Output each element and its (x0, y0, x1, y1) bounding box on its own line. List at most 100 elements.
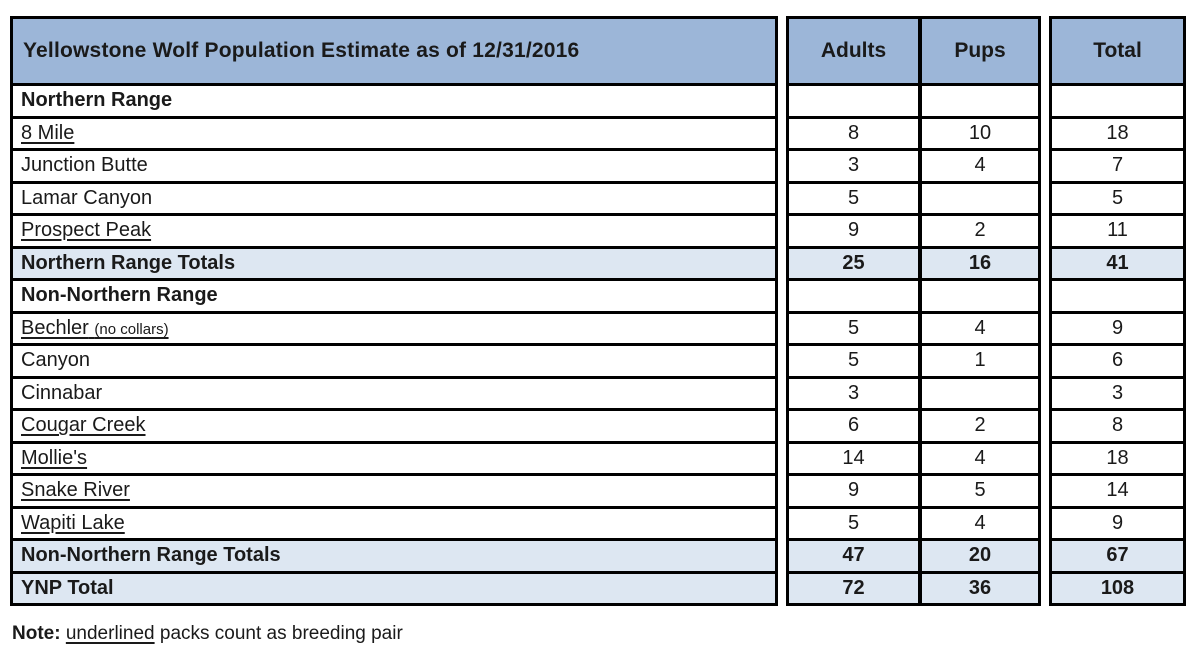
pups-cell (922, 379, 1038, 409)
pack-label-cell: Prospect Peak (13, 213, 775, 246)
adults-cell (789, 86, 922, 116)
total-cell: 3 (1052, 375, 1183, 409)
note-label: Note: (12, 623, 61, 644)
pups-cell (922, 281, 1038, 311)
pack-label-cell: Cinnabar (13, 375, 775, 409)
pups-cell: 4 (974, 446, 986, 469)
adults-cell: 9 (789, 216, 922, 246)
row-values: 3 (789, 375, 1038, 409)
adults-cell: 6 (789, 411, 922, 441)
section-label-cell: Northern Range (13, 83, 775, 116)
total-cell: 18 (1052, 115, 1183, 149)
adults-cell: 8 (789, 118, 922, 148)
total-cell: 9 (1052, 310, 1183, 344)
pups-cell (922, 86, 1038, 116)
pack-name: Mollie's (21, 446, 88, 469)
note-text: packs count as breeding pair (159, 623, 403, 644)
pups-cell: 2 (974, 219, 986, 242)
total-column-header: Total (1052, 19, 1183, 83)
pack-name: Wapiti Lake (21, 511, 125, 534)
adults-pups-header-row: Adults Pups (789, 19, 1038, 83)
pack-label-cell: Junction Butte (13, 148, 775, 181)
pups-cell: 4 (974, 154, 986, 177)
pack-label-cell: Lamar Canyon (13, 180, 775, 214)
pack-name: Cougar Creek (21, 414, 146, 437)
pack-name-column: Yellowstone Wolf Population Estimate as … (10, 16, 778, 606)
pups-cell (922, 184, 1038, 214)
row-values: 72 36 (789, 570, 1038, 603)
section-label-cell: Non-Northern Range (13, 278, 775, 311)
pups-cell: 2 (974, 414, 986, 437)
pack-label-cell: Cougar Creek (13, 408, 775, 441)
adults-cell: 9 (789, 476, 922, 506)
pups-cell: 36 (968, 576, 992, 599)
adults-cell: 5 (789, 346, 922, 376)
adults-cell (789, 281, 922, 311)
total-column: Total 18 7 5 11 41 9 6 3 8 18 14 9 67 108 (1049, 16, 1186, 606)
total-cell: 67 (1052, 538, 1183, 571)
adults-cell: 3 (789, 378, 922, 408)
pack-label-cell: 8 Mile (13, 115, 775, 149)
totals-label-cell: Non-Northern Range Totals (13, 538, 775, 571)
pups-cell: 4 (974, 316, 986, 339)
pups-cell: 5 (974, 479, 986, 502)
pack-label-cell: Canyon (13, 343, 775, 376)
adults-cell: 72 (789, 573, 922, 603)
pack-label-cell: Mollie's (13, 440, 775, 474)
adults-cell: 3 (789, 151, 922, 181)
pups-cell: 10 (968, 121, 992, 144)
adults-pups-column-block: Adults Pups 8 10 3 4 5 9 2 25 16 5 4 5 1 3 6 2 14 4 9 5 5 4 47… (786, 16, 1041, 606)
total-cell: 5 (1052, 180, 1183, 214)
row-values: 25 16 (789, 245, 1038, 278)
pups-cell: 20 (968, 544, 992, 567)
total-cell: 9 (1052, 505, 1183, 539)
total-column-body: 18 7 5 11 41 9 6 3 8 18 14 9 67 108 (1052, 83, 1183, 603)
pack-name: 8 Mile (21, 121, 75, 144)
total-cell: 41 (1052, 245, 1183, 278)
adults-pups-column-body: 8 10 3 4 5 9 2 25 16 5 4 5 1 3 6 2 14 4 9 5 5 4 47 20 72 36 (789, 83, 1038, 603)
pack-name-column-body: Northern Range 8 Mile Junction Butte Lamar … (13, 83, 775, 603)
total-cell (1052, 83, 1183, 116)
total-cell: 108 (1052, 570, 1183, 603)
pack-name-suffix: (no collars) (94, 320, 169, 338)
pack-name: Snake River (21, 479, 130, 502)
pups-cell: 16 (968, 251, 992, 274)
totals-label-cell: YNP Total (13, 570, 775, 603)
total-cell (1052, 278, 1183, 311)
note-underlined-word: underlined (65, 623, 155, 644)
pack-label-cell: Bechler (no collars) (13, 310, 775, 344)
row-values (789, 83, 1038, 116)
table-title: Yellowstone Wolf Population Estimate as … (13, 19, 775, 83)
totals-label-cell: Northern Range Totals (13, 245, 775, 278)
adults-cell: 5 (789, 508, 922, 538)
adults-cell: 5 (789, 183, 922, 213)
total-cell: 14 (1052, 473, 1183, 506)
row-values: 5 (789, 180, 1038, 214)
adults-cell: 5 (789, 313, 922, 343)
pups-column-header: Pups (922, 19, 1038, 83)
adults-cell: 25 (789, 248, 922, 278)
total-cell: 18 (1052, 440, 1183, 474)
pack-name: Prospect Peak (21, 219, 152, 242)
note: Note: underlined packs count as breeding… (12, 623, 1200, 645)
total-cell: 11 (1052, 213, 1183, 246)
total-cell: 7 (1052, 148, 1183, 181)
row-values: 8 10 (789, 115, 1038, 148)
row-values (789, 278, 1038, 311)
adults-cell: 14 (789, 443, 922, 473)
row-values: 47 20 (789, 538, 1038, 571)
pack-name: Bechler (no collars) (21, 316, 169, 339)
total-cell: 8 (1052, 408, 1183, 441)
adults-cell: 47 (789, 541, 922, 571)
row-values: 14 4 (789, 440, 1038, 473)
adults-column-header: Adults (789, 19, 922, 83)
pack-label-cell: Snake River (13, 473, 775, 506)
total-cell: 6 (1052, 343, 1183, 376)
